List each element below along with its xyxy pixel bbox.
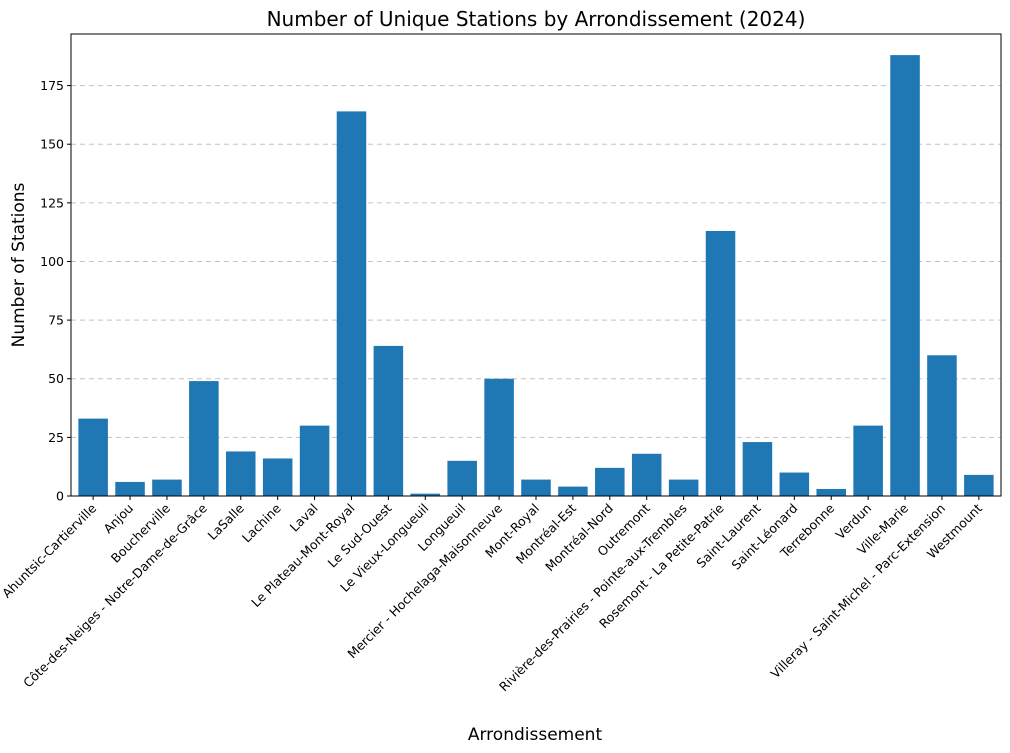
bar	[152, 479, 182, 496]
bar	[595, 467, 625, 496]
bar	[816, 488, 846, 496]
y-tick-label: 125	[40, 195, 64, 210]
x-tick-label: Le Sud-Ouest	[325, 500, 395, 570]
y-axis-label: Number of Stations	[9, 182, 29, 347]
bar	[668, 479, 699, 496]
bar	[853, 425, 883, 496]
bar	[484, 378, 514, 496]
x-tick-label: Ahuntsic-Cartierville	[0, 500, 99, 601]
chart-title: Number of Unique Stations by Arrondissem…	[267, 7, 806, 31]
bar	[447, 460, 477, 496]
bar	[742, 442, 773, 496]
y-axis-ticks: 0 25 50 75 100 125 150 175	[40, 78, 71, 504]
y-tick-label: 25	[48, 430, 64, 445]
x-axis-label: Arrondissement	[468, 725, 603, 745]
bar	[410, 493, 441, 496]
grid-lines	[71, 85, 1001, 438]
bar	[631, 453, 662, 496]
y-tick-label: 100	[40, 254, 64, 269]
bar	[373, 345, 404, 496]
x-tick-label: Saint-Laurent	[693, 500, 763, 570]
y-tick-label: 75	[48, 313, 64, 328]
y-tick-label: 175	[40, 78, 64, 93]
bar	[299, 425, 330, 496]
bar	[262, 458, 293, 496]
bar	[115, 481, 145, 496]
y-tick-label: 0	[56, 489, 64, 504]
x-axis-ticks: Ahuntsic-Cartierville AnjouBouchervilleCô…	[0, 496, 985, 694]
x-tick-label: Laval	[287, 501, 321, 535]
bar	[890, 55, 920, 496]
x-tick-label: Lachine	[239, 500, 284, 545]
bar	[964, 474, 994, 496]
bar	[779, 472, 810, 496]
bar	[558, 486, 588, 496]
bars	[78, 55, 994, 496]
bar	[78, 418, 108, 496]
bar	[226, 451, 256, 496]
bar	[189, 381, 219, 496]
x-tick-label: Villeray - Saint-Michel - Parc-Extension	[767, 501, 948, 682]
bar	[521, 479, 551, 496]
bar	[927, 355, 957, 496]
bar	[705, 230, 736, 496]
bar	[336, 111, 367, 496]
y-tick-label: 50	[48, 371, 64, 386]
y-tick-label: 150	[40, 137, 64, 152]
